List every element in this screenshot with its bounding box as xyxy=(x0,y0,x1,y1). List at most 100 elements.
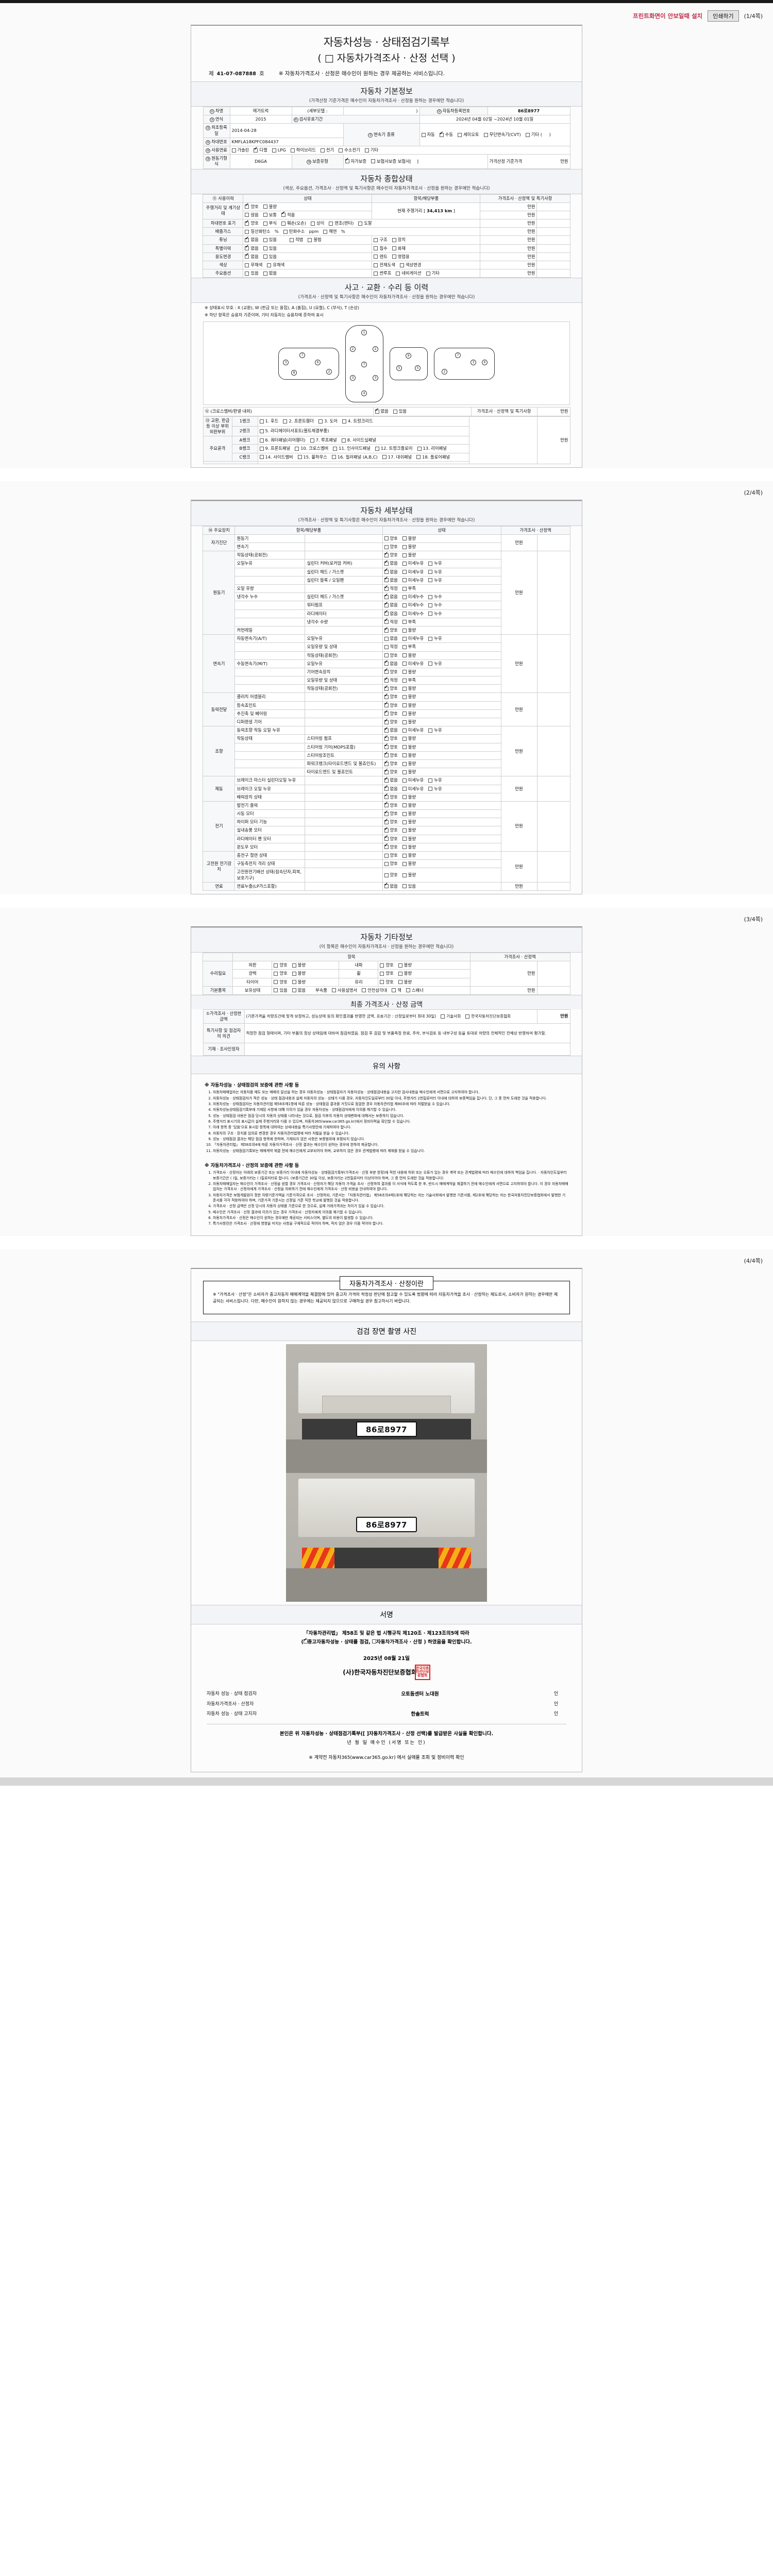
checkbox-wheel-bad[interactable] xyxy=(398,971,402,976)
checkbox-불량[interactable] xyxy=(402,720,407,724)
checkbox-양호[interactable] xyxy=(384,702,389,708)
state-options[interactable]: 양호 불량 xyxy=(382,709,501,719)
checkbox-jack[interactable] xyxy=(392,988,396,993)
state-options[interactable]: 없음 미세누수 누수 xyxy=(382,601,501,610)
checkbox-option-etc[interactable] xyxy=(426,271,430,276)
checkbox-bad[interactable] xyxy=(263,205,267,209)
checkbox-불량[interactable] xyxy=(402,686,407,691)
checkbox-미세누유[interactable] xyxy=(402,562,407,566)
checkbox-kaa[interactable] xyxy=(465,1014,470,1019)
state-options[interactable]: 없음 미세누유 누유 xyxy=(382,575,501,585)
checkbox-inside-panel[interactable] xyxy=(333,446,338,451)
state-options[interactable]: 양호 불량 xyxy=(382,651,501,660)
state-options[interactable]: 양호 불량 xyxy=(382,751,501,760)
checkbox-불량[interactable] xyxy=(402,770,407,774)
checkbox-self-warranty[interactable] xyxy=(345,158,349,164)
checkbox-fire[interactable] xyxy=(392,246,396,251)
checkbox-미세누수[interactable] xyxy=(402,612,407,616)
state-options[interactable]: 양호 불량 xyxy=(382,692,501,702)
checkbox-option-yes[interactable] xyxy=(245,271,249,276)
car-top-view[interactable]: 1 2 2 7 3 3 4 xyxy=(345,325,383,403)
row-usechange-state[interactable]: 없음 있음 xyxy=(243,252,373,262)
checkbox-양호[interactable] xyxy=(384,685,389,691)
checkbox-polish-bad[interactable] xyxy=(292,971,296,976)
checkbox-side-member[interactable] xyxy=(259,455,264,460)
state-options[interactable]: 없음 미세누유 누유 xyxy=(382,567,501,577)
checkbox-ext-good[interactable] xyxy=(274,963,278,968)
checkbox-pillar-panel[interactable] xyxy=(331,455,336,460)
checkbox-glass-good[interactable] xyxy=(380,980,384,985)
final-price-desc[interactable]: (기준가격을 차량조건에 맞게 보정하고, 성능상태 등의 확인결과를 반영한 … xyxy=(244,1009,537,1024)
checkbox-sunroof[interactable] xyxy=(374,271,378,276)
checkbox-full-repaint[interactable] xyxy=(374,263,378,267)
checkbox-diesel[interactable] xyxy=(254,147,258,152)
row-special-state[interactable]: 없음 있음 xyxy=(243,244,373,253)
checkbox-tuning-none[interactable] xyxy=(245,236,249,243)
checkbox-wheel-good[interactable] xyxy=(380,971,384,976)
checkbox-없음[interactable] xyxy=(384,636,389,641)
checkbox-부족[interactable] xyxy=(402,620,407,624)
checkbox-부족[interactable] xyxy=(402,645,407,649)
checkbox-co[interactable] xyxy=(245,229,249,234)
checkbox-없음[interactable] xyxy=(384,577,389,583)
checkbox-vin-altered[interactable] xyxy=(329,221,333,226)
state-options[interactable]: 양호 불량 xyxy=(382,768,501,777)
checkbox-불량[interactable] xyxy=(402,628,407,633)
checkbox-insurer-warranty[interactable] xyxy=(371,159,376,164)
checkbox-trunk-floor[interactable] xyxy=(375,446,379,451)
checkbox-양호[interactable] xyxy=(384,827,389,833)
checkbox-tech-society[interactable] xyxy=(441,1014,445,1019)
checkbox-side-sill-panel[interactable] xyxy=(341,438,346,443)
checkbox-hydrogen[interactable] xyxy=(339,148,343,152)
checkbox-achromatic[interactable] xyxy=(245,263,249,267)
state-options[interactable]: 양호 불량 xyxy=(382,851,501,860)
checkbox-wheel-house[interactable] xyxy=(297,455,302,460)
checkbox-lpg[interactable] xyxy=(272,148,276,152)
checkbox-int-bad[interactable] xyxy=(398,963,402,968)
checkbox-있음[interactable] xyxy=(402,884,407,889)
checkbox-양호[interactable] xyxy=(384,769,389,774)
checkbox-vin-diff[interactable] xyxy=(311,221,315,226)
checkbox-없음[interactable] xyxy=(384,660,389,666)
checkbox-불량[interactable] xyxy=(402,820,407,824)
checkbox-tuning-illegal[interactable] xyxy=(308,238,312,243)
repair-polish-state[interactable]: 양호 불량 xyxy=(272,969,340,978)
checkbox-양호[interactable] xyxy=(384,653,389,658)
checkbox-good[interactable] xyxy=(245,203,249,209)
checkbox-hybrid[interactable] xyxy=(290,148,295,152)
checkbox-vin-erased[interactable] xyxy=(358,221,363,226)
checkbox-glass-bad[interactable] xyxy=(398,980,402,985)
checkbox-roof-panel[interactable] xyxy=(310,438,314,443)
checkbox-없음[interactable] xyxy=(384,602,389,607)
checkbox-vin-damage[interactable] xyxy=(281,221,286,226)
checkbox-양호[interactable] xyxy=(384,536,389,541)
rank2-items[interactable]: 5. 라디에이터서포트(볼트체결부품) xyxy=(257,426,469,437)
checkbox-누수[interactable] xyxy=(428,595,433,599)
row-usechange-item[interactable]: 렌트 영업용 xyxy=(372,252,481,262)
state-options[interactable]: 양호 불량 xyxy=(382,534,501,544)
state-options[interactable]: 없음 미세누유 누유 xyxy=(382,784,501,793)
special-note-value[interactable]: 적정한 점검 형태이며, 기타 부품의 정상 상태임에 대하여 점검하였음. 점… xyxy=(244,1023,570,1044)
checkbox-적정[interactable] xyxy=(384,585,389,591)
checkbox-electric[interactable] xyxy=(320,148,325,152)
checkbox-few[interactable] xyxy=(281,211,286,217)
state-options[interactable]: 양호 불량 xyxy=(382,834,501,843)
checkbox-부족[interactable] xyxy=(402,678,407,683)
checkbox-누유[interactable] xyxy=(428,787,433,791)
hold-state-options[interactable]: 있음 없음 부속품 사용설명서 안전삼각대 잭 스패너 xyxy=(272,986,470,995)
checkbox-trans-etc[interactable] xyxy=(525,132,530,137)
checkbox-양호[interactable] xyxy=(384,668,389,674)
checkbox-누수[interactable] xyxy=(428,612,433,616)
checkbox-미세누수[interactable] xyxy=(402,595,407,599)
warranty-options[interactable]: 자가보증 보험사보증 보험사[ ] xyxy=(343,154,488,169)
state-options[interactable]: 양호 불량 xyxy=(382,842,501,852)
checkbox-양호[interactable] xyxy=(384,552,389,557)
checkbox-hold-no[interactable] xyxy=(292,988,296,993)
checkbox-없음[interactable] xyxy=(384,727,389,733)
row-options-item[interactable]: 썬루프 네비게이션 기타 xyxy=(372,269,481,278)
checkbox-fuel-etc[interactable] xyxy=(364,148,369,152)
row-mileage-state2[interactable]: 많음 보통 적음 xyxy=(243,210,373,220)
state-options[interactable]: 양호 불량 xyxy=(382,543,501,552)
checkbox-불량[interactable] xyxy=(402,695,407,700)
checkbox-양호[interactable] xyxy=(384,810,389,816)
